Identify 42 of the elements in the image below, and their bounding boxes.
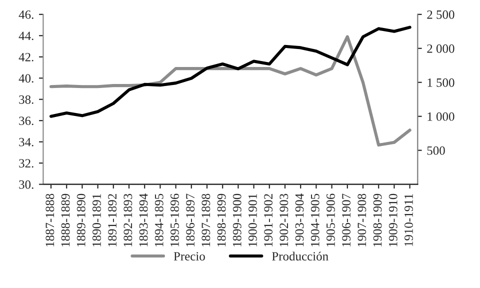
x-tick-label: 1892-1893	[124, 194, 132, 246]
y-tick-label: 30.	[19, 180, 34, 189]
x-tick-label: 1887-1888	[46, 194, 54, 246]
x-tick-label: 1904-1905	[310, 194, 320, 246]
y-tick-label: 36.	[19, 116, 34, 126]
y-tick-label: 46.	[18, 10, 34, 19]
y2-tick-label: 500	[427, 146, 445, 155]
x-tick-label: 1903-1904	[295, 194, 304, 246]
y-tick-label: 32.	[19, 159, 34, 168]
y-tick-label: 40.	[18, 74, 34, 83]
y2-tick-label: 2 500	[427, 10, 454, 19]
y-tick-label: 44.	[18, 32, 34, 40]
x-tick-label: 1891-1892	[108, 194, 117, 246]
x-tick-label: 1893-1894	[139, 194, 148, 246]
x-tick-label: 1900-1901	[248, 194, 257, 246]
x-tick-label: 1905-1906	[326, 194, 335, 246]
x-tick-label: 1899-1900	[232, 194, 242, 246]
y2-tick-label: 2 000	[427, 44, 454, 53]
x-tick-label: 1889-1890	[76, 194, 86, 246]
x-tick-label: 1894-1895	[154, 194, 164, 246]
y-tick-label: 42.	[18, 52, 34, 62]
x-tick-label: 1906-1907	[342, 194, 351, 246]
legend-label: Producción	[272, 252, 328, 261]
x-tick-label: 1909-1910	[388, 194, 398, 246]
x-tick-label: 1902-1903	[280, 194, 288, 246]
y2-tick-label: 1 500	[428, 78, 454, 87]
y-tick-label: 34.	[19, 138, 34, 146]
y-tick-label: 38.	[19, 95, 34, 104]
x-tick-label: 1888-1889	[61, 194, 70, 246]
y2-tick-label: 1 000	[428, 112, 454, 121]
x-tick-label: 1895-1896	[170, 194, 179, 246]
x-tick-label: 1910-1911	[404, 194, 413, 246]
x-tick-label: 1908-1909	[373, 194, 382, 246]
legend-label: Precio	[174, 252, 205, 261]
line-series	[49, 26, 412, 118]
x-tick-label: 1898-1899	[217, 194, 226, 246]
x-tick-label: 1907-1908	[358, 194, 366, 246]
line-series	[49, 35, 412, 147]
x-tick-label: 1890-1891	[92, 194, 101, 246]
x-tick-label: 1896-1897	[186, 194, 195, 246]
x-tick-label: 1901-1902	[264, 194, 273, 246]
x-tick-label: 1897-1898	[202, 194, 210, 246]
